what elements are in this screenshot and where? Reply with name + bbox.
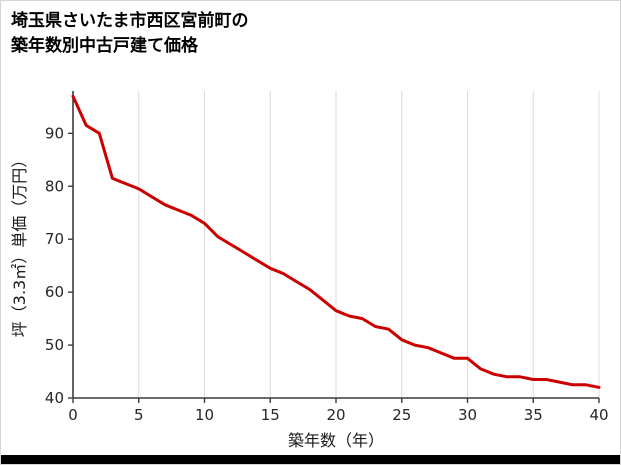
x-tick-label: 0 xyxy=(68,406,78,424)
price-line xyxy=(71,94,601,389)
y-tick-label: 60 xyxy=(45,283,64,301)
chart-title-line-1: 埼玉県さいたま市西区宮前町の xyxy=(11,11,249,31)
x-tick-label: 40 xyxy=(589,406,608,424)
x-tick-label: 15 xyxy=(261,406,280,424)
y-tick-label: 50 xyxy=(45,336,64,354)
y-axis-label: 坪（3.3㎡）単価（万円） xyxy=(10,152,29,337)
x-tick-label: 5 xyxy=(134,406,144,424)
y-tick-label: 80 xyxy=(45,177,64,195)
y-tick-label: 40 xyxy=(45,389,64,407)
x-tick-label: 35 xyxy=(524,406,543,424)
chart-title-line-2: 築年数別中古戸建て価格 xyxy=(11,35,198,56)
x-tick-label: 10 xyxy=(195,406,214,424)
x-tick-label: 30 xyxy=(458,406,477,424)
y-tick-label: 70 xyxy=(45,230,64,248)
bottom-black-bar xyxy=(1,455,620,464)
chart-title: 埼玉県さいたま市西区宮前町の 築年数別中古戸建て価格 xyxy=(11,9,249,58)
x-tick-label: 20 xyxy=(326,406,345,424)
y-tick-label: 90 xyxy=(45,124,64,142)
x-tick-label: 25 xyxy=(392,406,411,424)
x-axis-label: 築年数（年） xyxy=(288,431,384,450)
